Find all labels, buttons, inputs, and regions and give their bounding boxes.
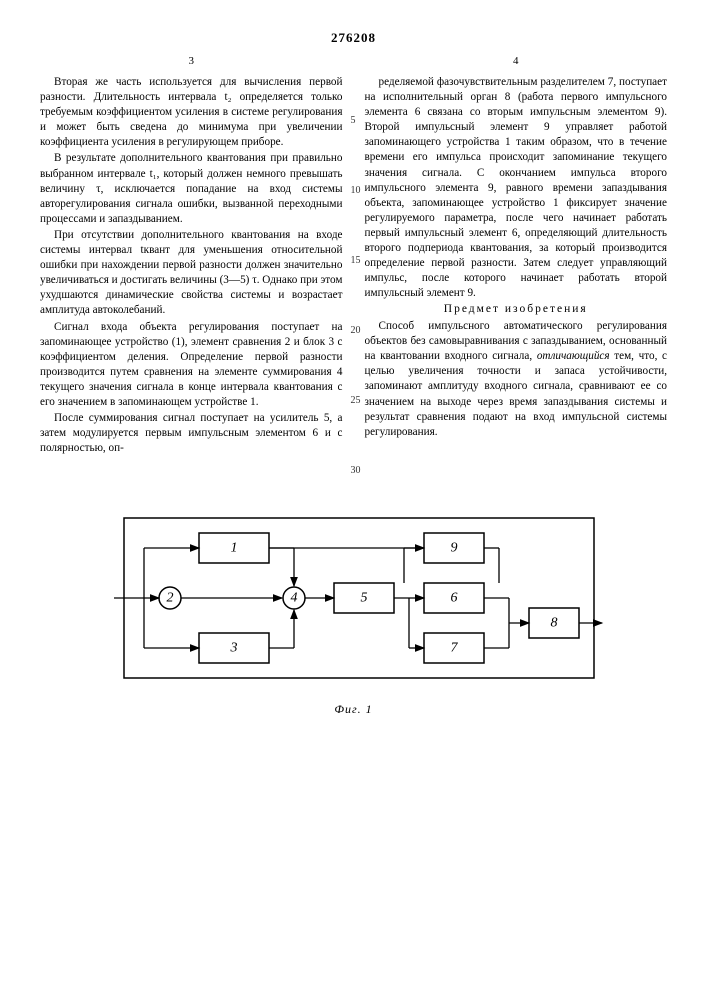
sum-4-label: 4 (290, 590, 297, 605)
page-number-left: 3 (40, 54, 343, 69)
doc-number: 276208 (40, 30, 667, 46)
para-l3: При отсутствии дополнительного квантован… (40, 228, 343, 319)
block-1-label: 1 (230, 540, 237, 555)
figure-label: Фиг. 1 (334, 702, 372, 717)
line-number: 10 (351, 184, 361, 198)
two-column-layout: 3 Вторая же часть используется для вычис… (40, 54, 667, 458)
block-3-label: 3 (229, 640, 237, 655)
line-number: 25 (351, 394, 361, 408)
diagram-container: 1 3 2 4 5 9 6 (0, 478, 707, 727)
para-r1: ределяемой фазочувствительным разделител… (365, 75, 668, 302)
line-number: 15 (351, 254, 361, 268)
block-7-label: 7 (450, 640, 458, 655)
block-5-label: 5 (360, 590, 367, 605)
block-9-label: 9 (450, 540, 457, 555)
para-r2-suffix: тем, что, с целью увеличения точности и … (365, 350, 668, 438)
para-l5: После суммирования сигнал поступает на у… (40, 411, 343, 456)
sum-2-label: 2 (166, 590, 173, 605)
para-l2: В результате дополнительного квантования… (40, 151, 343, 227)
page-number-right: 4 (365, 54, 668, 69)
para-r2: Способ импульсного автоматического регул… (365, 319, 668, 440)
block-6-label: 6 (450, 590, 457, 605)
subject-heading: Предмет изобретения (365, 302, 668, 318)
para-l4: Сигнал входа объекта регулирования посту… (40, 320, 343, 411)
block-diagram-svg: 1 3 2 4 5 9 6 (104, 498, 604, 698)
para-r2-em: отличающийся (537, 350, 610, 362)
line-number: 20 (351, 324, 361, 338)
line-number: 5 (351, 114, 356, 128)
page-container: 276208 3 Вторая же часть используется дл… (0, 0, 707, 478)
right-column: 4 5 10 15 20 25 30 ределяемой фазочувств… (365, 54, 668, 458)
block-8-label: 8 (550, 615, 557, 630)
para-l1: Вторая же часть используется для вычисле… (40, 75, 343, 151)
line-number: 30 (351, 464, 361, 478)
left-column: 3 Вторая же часть используется для вычис… (40, 54, 343, 458)
